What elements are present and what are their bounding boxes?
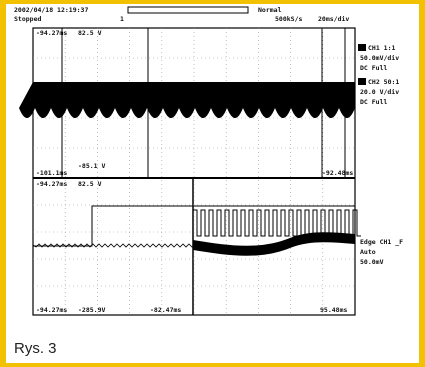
lower-bottom-mid: -285.9V bbox=[78, 306, 105, 314]
ch1-scale: 50.0mV/div bbox=[360, 54, 399, 62]
lower-bottom-left: -94.27ms bbox=[36, 306, 67, 314]
timebase: 20ms/div bbox=[318, 15, 349, 23]
trigger-level: 50.0mV bbox=[360, 258, 384, 266]
page: 2002/04/18 12:19:37 Stopped 1 Normal 500… bbox=[0, 0, 425, 367]
trigger-mode: Auto bbox=[360, 248, 376, 256]
ch1-waveform bbox=[19, 82, 355, 118]
ch2-coupling: DC Full bbox=[360, 98, 387, 106]
ch2-tag bbox=[358, 78, 366, 85]
upper-top-mid: 82.5 V bbox=[78, 29, 102, 37]
upper-bottom-mid: -85.1 V bbox=[78, 162, 105, 170]
ch1-label: CH1 1:1 bbox=[368, 44, 395, 52]
ch2-scale: 20.0 V/div bbox=[360, 88, 399, 96]
lower-bottom-right: 95.48ms bbox=[320, 306, 347, 314]
ch1-coupling: DC Full bbox=[360, 64, 387, 72]
upper-bottom-right: -92.48ms bbox=[322, 169, 353, 177]
sample-rate: 500kS/s bbox=[275, 15, 302, 23]
timestamp: 2002/04/18 12:19:37 bbox=[14, 6, 88, 14]
lower-top-left: -94.27ms bbox=[36, 180, 67, 188]
record-bar bbox=[128, 7, 248, 13]
ch1-tag bbox=[358, 44, 366, 51]
upper-bottom-left: -101.1ms bbox=[36, 169, 67, 177]
record: 1 bbox=[120, 15, 124, 23]
status: Stopped bbox=[14, 15, 41, 23]
scope-screen: 2002/04/18 12:19:37 Stopped 1 Normal 500… bbox=[0, 0, 425, 367]
caption: Rys. 3 bbox=[14, 340, 57, 357]
upper-top-left: -94.27ms bbox=[36, 29, 67, 37]
ch2-label: CH2 50:1 bbox=[368, 78, 399, 86]
lower-bottom-center: -82.47ms bbox=[150, 306, 181, 314]
display bbox=[33, 28, 355, 315]
trigger-type: Edge CH1 _F bbox=[360, 238, 403, 246]
acquisition: Normal bbox=[258, 6, 282, 14]
lower-top-mid: 82.5 V bbox=[78, 180, 102, 188]
